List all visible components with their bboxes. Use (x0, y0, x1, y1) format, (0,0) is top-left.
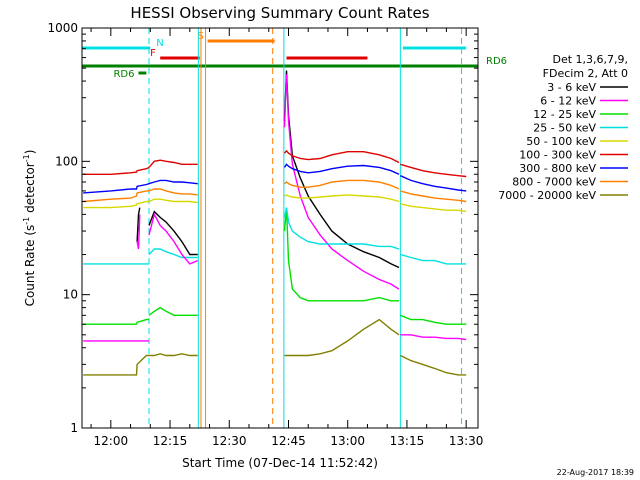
series-line-100-300-kev-seg-4 (400, 163, 467, 178)
legend-label-3-6-kev: 3 - 6 keV (547, 81, 596, 94)
legend-label-25-50-kev: 25 - 50 keV (533, 122, 596, 135)
x-tick-label-12-15: 12:15 (153, 434, 188, 448)
series-line-50-100-kev-seg-0 (83, 200, 149, 209)
legend-label-800-7000-kev: 800 - 7000 keV (512, 176, 596, 189)
x-tick-label-12-45: 12:45 (271, 434, 306, 448)
series-line-50-100-kev-seg-2 (148, 198, 198, 204)
y-axis-label-close: ) (23, 150, 37, 155)
footer-timestamp: 22-Aug-2017 18:39 (557, 468, 634, 477)
series-line-12-25-kev-seg-2 (148, 306, 198, 316)
y-axis-label-exp2: -1 (22, 154, 31, 162)
series-line-100-300-kev-seg-2 (148, 159, 198, 168)
series-line-800-7000-kev-seg-4 (400, 190, 467, 203)
legend-header-line-2: FDecim 2, Att 0 (543, 67, 628, 80)
series-line-25-50-kev-seg-3 (283, 207, 400, 250)
axes (81, 27, 479, 429)
legend-label-6-12-kev: 6 - 12 keV (540, 95, 596, 108)
series-lines (83, 70, 467, 376)
x-axis-label: Start Time (07-Dec-14 11:52:42) (182, 456, 378, 470)
y-tick-label-1: 1 (70, 421, 78, 435)
series-line-6-12-kev-seg-1 (136, 214, 141, 250)
series-line-300-800-kev-seg-0 (83, 183, 150, 194)
flag-label-n-0: N (156, 38, 163, 49)
series-line-7000-20000-kev-seg-4 (400, 354, 467, 376)
series-line-300-800-kev-seg-4 (400, 175, 467, 192)
y-tick-label-100: 100 (55, 154, 78, 168)
y-tick-label-1000: 1000 (47, 21, 78, 35)
series-line-50-100-kev-seg-3 (284, 194, 400, 203)
series-line-12-25-kev-seg-0 (83, 318, 149, 325)
series-line-25-50-kev-seg-4 (400, 253, 467, 265)
series-line-800-7000-kev-seg-2 (148, 188, 198, 196)
series-line-12-25-kev-seg-3 (283, 207, 399, 302)
legend-label-7000-20000-kev: 7000 - 20000 keV (498, 189, 596, 202)
series-line-25-50-kev-seg-2 (148, 248, 198, 259)
y-tick-label-10: 10 (63, 288, 78, 302)
x-tick-label-12-00: 12:00 (94, 434, 129, 448)
series-line-7000-20000-kev-seg-0 (83, 354, 149, 376)
legend-label-50-100-kev: 50 - 100 keV (526, 135, 596, 148)
series-line-7000-20000-kev-seg-3 (284, 318, 400, 357)
series-line-3-6-kev-seg-2 (148, 210, 198, 256)
chart-title: HESSI Observing Summary Count Rates (130, 4, 429, 22)
flag-label-rd6-3: RD6 (486, 56, 507, 67)
series-line-3-6-kev-seg-1 (136, 207, 141, 242)
legend-label-12-25-kev: 12 - 25 keV (533, 108, 596, 121)
y-axis-label-mid: detector (23, 162, 37, 217)
series-line-100-300-kev-seg-0 (83, 166, 150, 176)
legend: Det 1,3,6,7,9, FDecim 2, Att 0 3 - 6 keV… (498, 53, 628, 202)
series-line-300-800-kev-seg-3 (283, 163, 400, 175)
legend-label-300-800-kev: 300 - 800 keV (519, 162, 596, 175)
plot-frame (81, 27, 479, 429)
series-line-6-12-kev-seg-3 (283, 74, 400, 290)
x-tick-label-12-30: 12:30 (212, 434, 247, 448)
flag-label-rd6-4: RD6 (113, 69, 134, 80)
series-line-50-100-kev-seg-4 (400, 203, 467, 213)
series-line-800-7000-kev-seg-0 (83, 190, 149, 203)
y-axis-label-exp1: -1 (22, 217, 31, 225)
legend-label-100-300-kev: 100 - 300 keV (519, 149, 596, 162)
ticks: 12:00 12:15 12:30 12:45 13:00 13:15 13:30 1 10 10… (47, 21, 483, 448)
series-line-800-7000-kev-seg-3 (284, 179, 400, 190)
x-tick-label-13-00: 13:00 (330, 434, 365, 448)
series-line-300-800-kev-seg-2 (148, 179, 198, 185)
y-axis-label-main: Count Rate (s (23, 225, 37, 307)
legend-header-line-1: Det 1,3,6,7,9, (552, 53, 628, 66)
flag-bars: NFSRD6RD6 (82, 31, 507, 80)
x-tick-label-13-15: 13:15 (390, 434, 425, 448)
series-line-7000-20000-kev-seg-2 (149, 353, 198, 357)
series-line-6-12-kev-seg-2 (148, 212, 198, 265)
y-axis-label: Count Rate (s-1 detector-1) (22, 150, 37, 307)
flag-label-f-1: F (150, 48, 156, 59)
boundary-lines (148, 28, 463, 428)
x-tick-label-13-30: 13:30 (449, 434, 484, 448)
series-line-6-12-kev-seg-4 (400, 334, 467, 341)
series-line-100-300-kev-seg-3 (283, 149, 400, 164)
series-line-12-25-kev-seg-4 (400, 314, 467, 325)
